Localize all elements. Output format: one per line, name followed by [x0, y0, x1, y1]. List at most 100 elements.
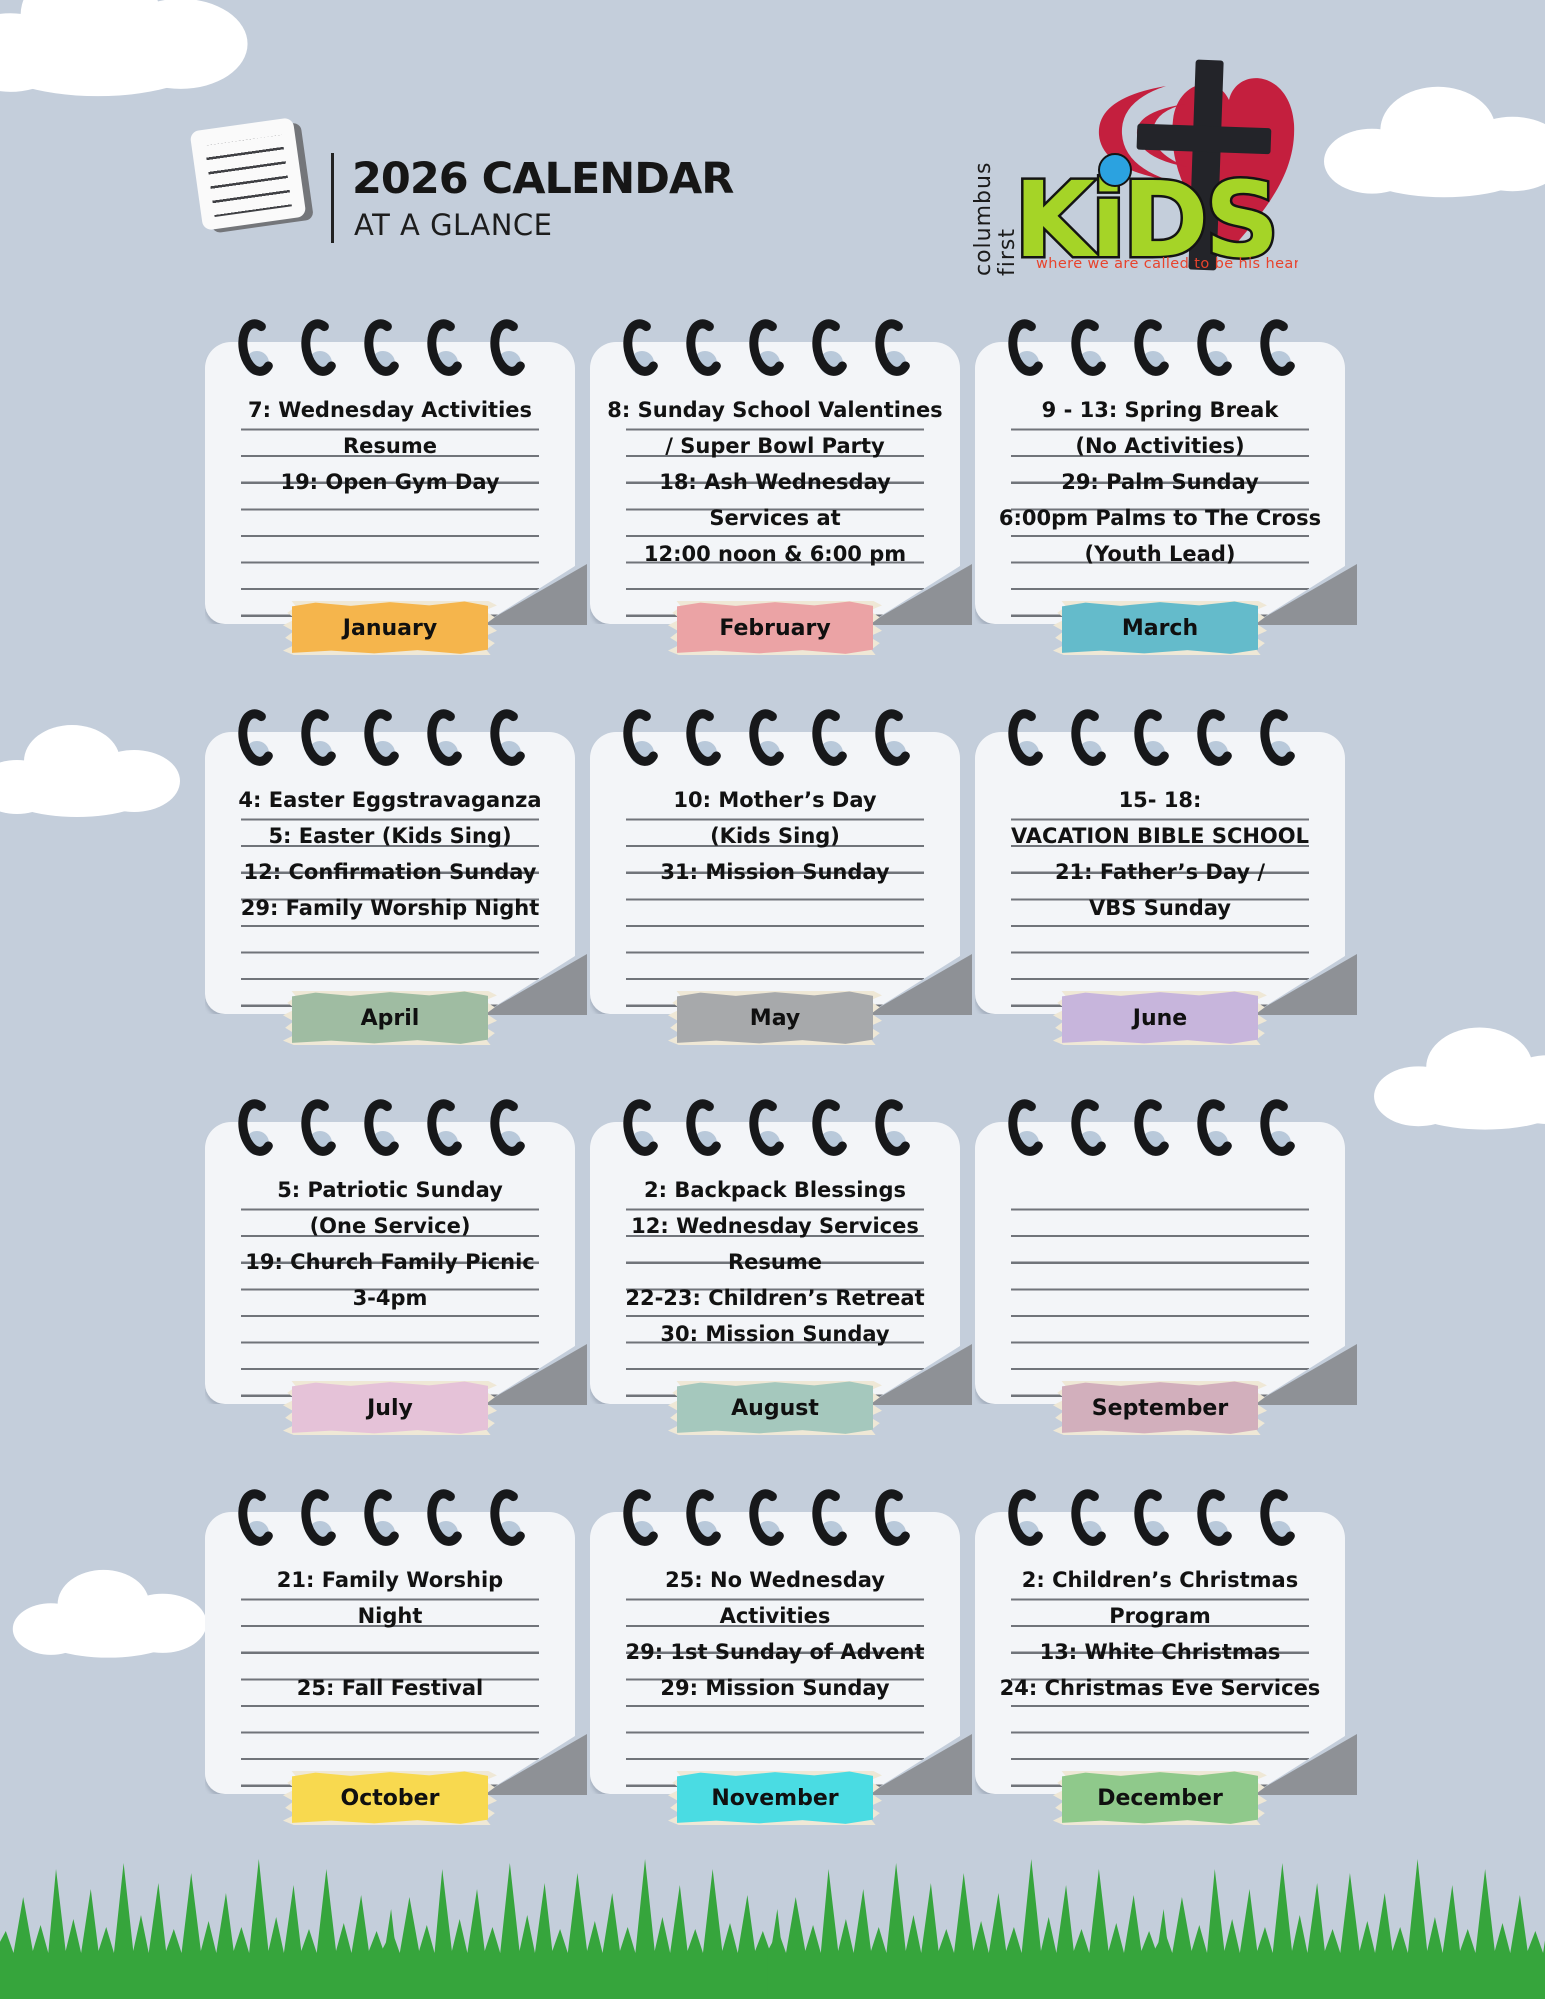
month-events: 8: Sunday School Valentines / Super Bowl…: [607, 398, 943, 566]
month-label: September: [1091, 1395, 1229, 1421]
tape-face: [677, 991, 873, 1044]
month-events: 21: Family Worship Night 25: Fall Festiv…: [276, 1568, 504, 1700]
tape-face: [292, 601, 488, 654]
page-subtitle: AT A GLANCE: [354, 208, 553, 242]
month-label: March: [1121, 615, 1199, 641]
page-title: 2026 CALENDAR: [352, 154, 734, 204]
month-card-february: 8: Sunday School Valentines / Super Bowl…: [590, 318, 972, 663]
spiral-rings-icon: [590, 1488, 960, 1554]
flame-crescent-inner: [1136, 104, 1187, 167]
tape-face: [1062, 1381, 1258, 1434]
logo-i-dot: [1098, 153, 1132, 187]
month-card-march: 9 - 13: Spring Break (No Activities) 29:…: [975, 318, 1357, 663]
month-banner: October: [283, 1771, 497, 1825]
spiral-rings-icon: [975, 318, 1345, 384]
ruled-lines: [241, 404, 539, 617]
month-events: 10: Mother’s Day (Kids Sing) 31: Mission…: [660, 788, 890, 884]
month-events: 25: No Wednesday Activities 29: 1st Sund…: [625, 1568, 925, 1700]
cloud-top-right: [1310, 70, 1545, 202]
note-paper-icon: [189, 117, 307, 231]
month-events: 15- 18: VACATION BIBLE SCHOOL 21: Father…: [1010, 788, 1310, 920]
note-paper: 9 - 13: Spring Break (No Activities) 29:…: [975, 342, 1345, 624]
spiral-rings-icon: [205, 708, 575, 774]
spiral-rings-icon: [590, 708, 960, 774]
ruled-lines: [241, 1574, 539, 1787]
logo-tagline: where we are called to be his heart: [1036, 256, 1298, 272]
note-paper: 2: Backpack Blessings 12: Wednesday Serv…: [590, 1122, 960, 1404]
month-banner: March: [1053, 601, 1267, 655]
cloud-right-middle: [1368, 1012, 1545, 1134]
month-card-june: 15- 18: VACATION BIBLE SCHOOL 21: Father…: [975, 708, 1357, 1053]
tape-face: [677, 1771, 873, 1824]
ruled-lines: [626, 1184, 924, 1397]
logo-kids-text: KiDS: [1014, 159, 1275, 281]
tape-face: [1062, 991, 1258, 1044]
note-paper: 8: Sunday School Valentines / Super Bowl…: [590, 342, 960, 624]
month-label: August: [731, 1395, 819, 1421]
note-paper: 4: Easter Eggstravaganza 5: Easter (Kids…: [205, 732, 575, 1014]
ruled-lines: [241, 794, 539, 1007]
note-paper: 15- 18: VACATION BIBLE SCHOOL 21: Father…: [975, 732, 1345, 1014]
month-events: 2: Backpack Blessings 12: Wednesday Serv…: [625, 1178, 925, 1346]
month-events: 9 - 13: Spring Break (No Activities) 29:…: [998, 398, 1322, 566]
ruled-lines: [1011, 404, 1309, 617]
month-label: December: [1097, 1785, 1223, 1811]
month-banner: February: [668, 601, 882, 655]
cross-icon: [1136, 59, 1272, 271]
month-label: June: [1132, 1005, 1188, 1031]
spiral-rings-icon: [590, 1098, 960, 1164]
month-banner: November: [668, 1771, 882, 1825]
month-card-january: 7: Wednesday Activities Resume 19: Open …: [205, 318, 587, 663]
tape-face: [1062, 1771, 1258, 1824]
note-paper: 2: Children’s Christmas Program 13: Whit…: [975, 1512, 1345, 1794]
month-label: May: [749, 1005, 801, 1031]
spiral-rings-icon: [590, 318, 960, 384]
tape-face: [1062, 601, 1258, 654]
ruled-lines: [1011, 1184, 1309, 1397]
spiral-rings-icon: [205, 1098, 575, 1164]
month-banner: September: [1053, 1381, 1267, 1435]
note-paper: 25: No Wednesday Activities 29: 1st Sund…: [590, 1512, 960, 1794]
month-card-october: 21: Family Worship Night 25: Fall Festiv…: [205, 1488, 587, 1833]
spiral-rings-icon: [975, 708, 1345, 774]
note-paper: 7: Wednesday Activities Resume 19: Open …: [205, 342, 575, 624]
month-card-april: 4: Easter Eggstravaganza 5: Easter (Kids…: [205, 708, 587, 1053]
month-label: November: [711, 1785, 839, 1811]
month-card-december: 2: Children’s Christmas Program 13: Whit…: [975, 1488, 1357, 1833]
month-banner: January: [283, 601, 497, 655]
month-label: October: [340, 1785, 440, 1811]
month-card-august: 2: Backpack Blessings 12: Wednesday Serv…: [590, 1098, 972, 1443]
month-label: July: [367, 1395, 413, 1421]
month-banner: July: [283, 1381, 497, 1435]
tape-face: [677, 1381, 873, 1434]
month-label: January: [342, 615, 438, 641]
spiral-rings-icon: [975, 1098, 1345, 1164]
ruled-lines: [241, 1184, 539, 1397]
spiral-rings-icon: [205, 318, 575, 384]
tape-face: [677, 601, 873, 654]
month-banner: April: [283, 991, 497, 1045]
note-paper: 5: Patriotic Sunday (One Service) 19: Ch…: [205, 1122, 575, 1404]
month-label: February: [719, 615, 831, 641]
month-events: 2: Children’s Christmas Program 13: Whit…: [999, 1568, 1321, 1700]
month-banner: May: [668, 991, 882, 1045]
note-paper: 10: Mother’s Day (Kids Sing) 31: Mission…: [590, 732, 960, 1014]
spiral-rings-icon: [975, 1488, 1345, 1554]
month-banner: June: [1053, 991, 1267, 1045]
month-card-september: September: [975, 1098, 1357, 1443]
month-events: 7: Wednesday Activities Resume 19: Open …: [247, 398, 533, 494]
logo-org-columbus: columbus: [971, 162, 996, 276]
note-paper: [975, 1122, 1345, 1404]
ruled-lines: [1011, 1574, 1309, 1787]
tape-face: [292, 1771, 488, 1824]
grass-decoration: [0, 1859, 1545, 1999]
tape-face: [292, 991, 488, 1044]
ruled-lines: [626, 1574, 924, 1787]
ruled-lines: [626, 404, 924, 617]
month-card-may: 10: Mother’s Day (Kids Sing) 31: Mission…: [590, 708, 972, 1053]
logo-org-first: first: [995, 228, 1020, 276]
cloud-left-middle: [0, 706, 192, 826]
cloud-bottom-left: [8, 1552, 218, 1666]
month-label: April: [360, 1005, 420, 1031]
